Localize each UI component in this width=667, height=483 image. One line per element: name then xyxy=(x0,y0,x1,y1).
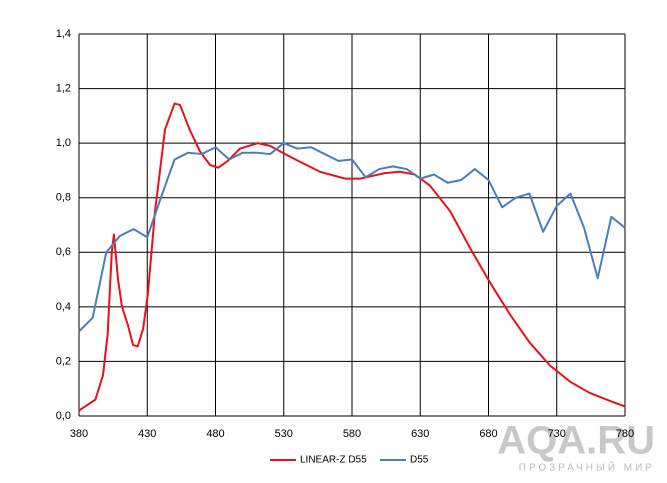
y-tick-label: 1,4 xyxy=(56,28,71,40)
x-tick-label: 730 xyxy=(548,428,566,440)
x-tick-label: 430 xyxy=(138,428,156,440)
legend-label: LINEAR-Z D55 xyxy=(300,455,367,466)
y-tick-label: 1,0 xyxy=(56,137,71,149)
y-tick-label: 0,2 xyxy=(56,355,71,367)
y-tick-label: 0,0 xyxy=(56,410,71,422)
y-tick-label: 0,6 xyxy=(56,246,71,258)
y-tick-label: 0,4 xyxy=(56,301,71,313)
x-tick-label: 680 xyxy=(479,428,497,440)
x-tick-label: 530 xyxy=(275,428,293,440)
legend-label: D55 xyxy=(410,455,429,466)
x-tick-label: 630 xyxy=(411,428,429,440)
series-line xyxy=(78,102,626,412)
x-tick-label: 580 xyxy=(343,428,361,440)
watermark-subtitle: ПРОЗРАЧНЫЙ МИР xyxy=(519,461,655,474)
y-tick-label: 1,2 xyxy=(56,82,71,94)
series-line xyxy=(78,142,626,333)
watermark: AQA.RU xyxy=(497,419,655,463)
x-tick-label: 480 xyxy=(206,428,224,440)
y-tick-label: 0,8 xyxy=(56,192,71,204)
x-tick-label: 780 xyxy=(616,428,634,440)
x-tick-label: 380 xyxy=(70,428,88,440)
